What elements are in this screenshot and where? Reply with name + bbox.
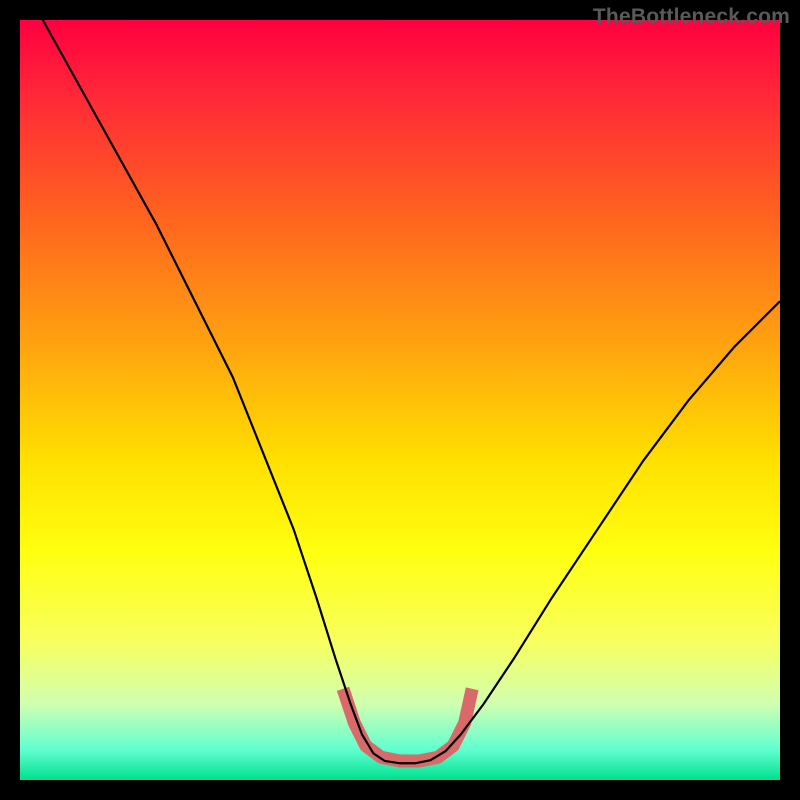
watermark-text: TheBottleneck.com [593, 5, 790, 29]
bottleneck-chart [0, 0, 800, 800]
chart-container: TheBottleneck.com [0, 0, 800, 800]
plot-background-gradient [20, 20, 780, 780]
